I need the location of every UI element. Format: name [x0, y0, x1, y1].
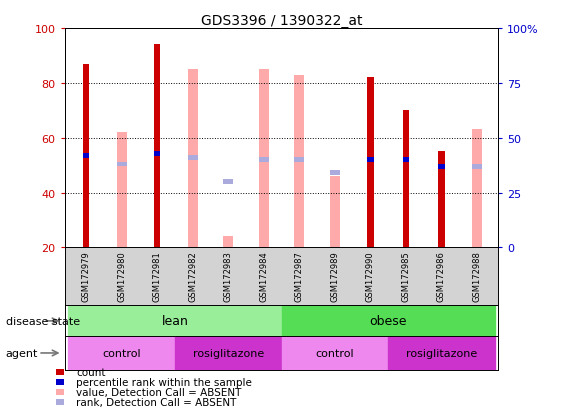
Text: value, Detection Call = ABSENT: value, Detection Call = ABSENT — [76, 387, 242, 397]
Bar — [403, 158, 409, 163]
Bar — [223, 237, 233, 248]
Text: rosiglitazone: rosiglitazone — [406, 348, 477, 358]
Bar — [330, 177, 340, 248]
Bar — [117, 133, 127, 248]
Text: GSM172980: GSM172980 — [117, 251, 126, 301]
Bar — [472, 164, 482, 169]
Bar — [83, 153, 90, 158]
Bar — [438, 164, 445, 169]
Bar — [259, 70, 269, 248]
Bar — [83, 64, 90, 248]
Bar — [154, 45, 160, 248]
Text: count: count — [76, 368, 105, 377]
Bar — [438, 152, 445, 248]
Bar — [330, 171, 340, 176]
Text: GSM172986: GSM172986 — [437, 251, 446, 301]
Text: GSM172987: GSM172987 — [295, 251, 304, 301]
Text: agent: agent — [6, 348, 38, 358]
Bar — [282, 337, 388, 370]
Bar — [154, 151, 160, 156]
Text: percentile rank within the sample: percentile rank within the sample — [76, 377, 252, 387]
Text: GSM172983: GSM172983 — [224, 251, 233, 301]
Text: obese: obese — [369, 315, 407, 328]
Bar — [175, 337, 282, 370]
Text: GSM172984: GSM172984 — [259, 251, 268, 301]
Text: GSM172989: GSM172989 — [330, 251, 339, 301]
Bar — [223, 180, 233, 185]
Text: GSM172988: GSM172988 — [472, 251, 481, 301]
Bar — [117, 162, 127, 167]
Bar — [294, 158, 304, 163]
Bar — [388, 337, 495, 370]
Bar — [68, 306, 282, 337]
Bar — [403, 111, 409, 248]
Bar — [259, 158, 269, 163]
Text: GSM172985: GSM172985 — [401, 251, 410, 301]
Bar — [294, 76, 304, 248]
Text: rank, Detection Call = ABSENT: rank, Detection Call = ABSENT — [76, 397, 236, 407]
Text: control: control — [315, 348, 354, 358]
Text: GDS3396 / 1390322_at: GDS3396 / 1390322_at — [201, 14, 362, 28]
Bar — [367, 78, 373, 248]
Text: lean: lean — [162, 315, 189, 328]
Text: disease state: disease state — [6, 316, 80, 326]
Bar — [472, 130, 482, 248]
Text: control: control — [102, 348, 141, 358]
Text: rosiglitazone: rosiglitazone — [193, 348, 264, 358]
Text: GSM172979: GSM172979 — [82, 251, 91, 301]
Bar — [282, 306, 495, 337]
Text: GSM172981: GSM172981 — [153, 251, 162, 301]
Text: GSM172982: GSM172982 — [188, 251, 197, 301]
Bar — [187, 70, 198, 248]
Bar — [367, 158, 373, 163]
Bar — [187, 156, 198, 161]
Bar — [68, 337, 175, 370]
Text: GSM172990: GSM172990 — [366, 251, 375, 301]
